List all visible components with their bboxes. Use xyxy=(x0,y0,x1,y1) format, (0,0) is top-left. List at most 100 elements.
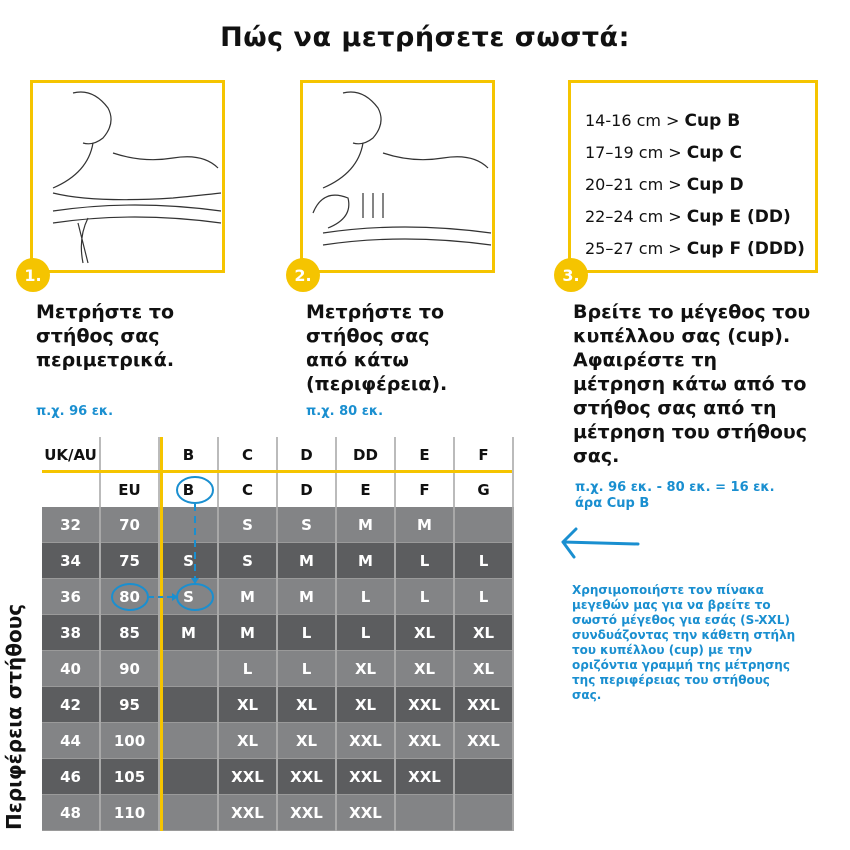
cup-size-guide: 14-16 cm > Cup B 17–19 cm > Cup C 20–21 … xyxy=(568,80,818,273)
woman-measuring-bust-icon xyxy=(52,91,222,264)
table-cell: 44 xyxy=(42,722,101,759)
cup-guide-row: 17–19 cm > Cup C xyxy=(585,143,742,163)
cup-guide-row: 22–24 cm > Cup E (DD) xyxy=(585,207,791,227)
table-cell xyxy=(159,722,219,759)
table-cell: 105 xyxy=(100,758,160,795)
header-row-uk: UK/AU B C D DD E F xyxy=(42,437,514,472)
step-3-example: π.χ. 96 εκ. - 80 εκ. = 16 εκ. άρα Cup B xyxy=(575,480,775,511)
illustration-measure-bust xyxy=(30,80,225,273)
table-cell: L xyxy=(336,614,396,651)
step-2-example: π.χ. 80 εκ. xyxy=(306,404,384,419)
header-row-eu: EU B C D E F G xyxy=(42,472,514,507)
table-cell: E xyxy=(336,472,396,507)
table-cell: XXL xyxy=(395,686,455,723)
table-cell: L xyxy=(336,578,396,615)
table-cell: 95 xyxy=(100,686,160,723)
step-2-text: Μετρήστε το στήθος σας από κάτω (περιφέρ… xyxy=(306,301,448,395)
table-cell: XL xyxy=(395,650,455,687)
table-cell: 85 xyxy=(100,614,160,651)
page-title: Πώς να μετρήσετε σωστά: xyxy=(220,22,630,53)
table-cell: 70 xyxy=(100,507,160,543)
table-cell: XXL xyxy=(454,686,514,723)
example-highlight xyxy=(111,476,214,611)
cup-guide-row: 25–27 cm > Cup F (DDD) xyxy=(585,239,805,259)
table-cell: C xyxy=(218,437,278,472)
table-cell: F xyxy=(454,437,514,472)
table-cell: M xyxy=(218,578,278,615)
instructions-note: Χρησιμοποιήστε τον πίνακα μεγεθών μας γι… xyxy=(572,583,796,702)
step-1-text: Μετρήστε το στήθος σας περιμετρικά. xyxy=(36,301,175,371)
table-cell: E xyxy=(395,437,455,472)
illustration-measure-underbust xyxy=(300,80,495,273)
column-divider xyxy=(160,437,163,831)
table-cell: 48 xyxy=(42,794,101,831)
table-cell: DD xyxy=(336,437,396,472)
arrow-left-icon xyxy=(561,527,640,559)
table-cell: XXL xyxy=(395,758,455,795)
table-cell xyxy=(159,507,219,543)
table-cell: XL xyxy=(218,686,278,723)
table-cell xyxy=(100,437,160,472)
table-row: 46 105 XXL XXL XXL XXL xyxy=(42,758,514,795)
cup-guide-row: 14-16 cm > Cup B xyxy=(585,111,741,131)
table-cell: M xyxy=(277,542,337,579)
table-cell: XL xyxy=(336,650,396,687)
table-cell: 90 xyxy=(100,650,160,687)
step-3-text: Βρείτε το μέγεθος του κυπέλλου σας (cup)… xyxy=(573,301,811,467)
header-divider xyxy=(42,470,512,473)
table-cell: M xyxy=(218,614,278,651)
woman-measuring-underbust-icon xyxy=(312,91,492,246)
table-row: 32 70 S S M M xyxy=(42,507,514,543)
table-cell: S xyxy=(218,542,278,579)
table-cell: M xyxy=(336,542,396,579)
table-cell: S xyxy=(159,542,219,579)
table-cell xyxy=(395,794,455,831)
table-row: 40 90 L L XL XL XL xyxy=(42,650,514,687)
table-cell: S xyxy=(277,507,337,543)
table-cell: L xyxy=(454,578,514,615)
table-cell: G xyxy=(454,472,514,507)
table-cell: 38 xyxy=(42,614,101,651)
table-cell: 46 xyxy=(42,758,101,795)
table-cell: XL xyxy=(454,614,514,651)
table-cell: XXL xyxy=(336,758,396,795)
table-cell: 32 xyxy=(42,507,101,543)
table-cell: M xyxy=(159,614,219,651)
table-cell xyxy=(159,794,219,831)
table-cell: 34 xyxy=(42,542,101,579)
cup-guide-row: 20–21 cm > Cup D xyxy=(585,175,744,195)
table-cell xyxy=(42,472,101,507)
step-3-badge: 3. xyxy=(554,258,588,292)
table-cell: M xyxy=(277,578,337,615)
table-cell: XXL xyxy=(277,758,337,795)
table-cell: XXL xyxy=(395,722,455,759)
table-cell: D xyxy=(277,437,337,472)
table-cell xyxy=(159,650,219,687)
table-cell: L xyxy=(218,650,278,687)
table-cell xyxy=(159,758,219,795)
table-cell xyxy=(454,758,514,795)
table-cell: S xyxy=(218,507,278,543)
table-cell: L xyxy=(277,650,337,687)
step-1-badge: 1. xyxy=(16,258,50,292)
table-cell xyxy=(159,686,219,723)
table-cell: XL xyxy=(336,686,396,723)
table-cell: XXL xyxy=(336,794,396,831)
table-cell: EU xyxy=(100,472,160,507)
table-cell: XL xyxy=(454,650,514,687)
table-cell: XL xyxy=(277,686,337,723)
table-cell: L xyxy=(395,578,455,615)
table-cell: L xyxy=(454,542,514,579)
table-cell: F xyxy=(395,472,455,507)
table-cell: 42 xyxy=(42,686,101,723)
table-cell: 36 xyxy=(42,578,101,615)
table-cell: UK/AU xyxy=(42,437,101,472)
table-row: 38 85 M M L L XL XL xyxy=(42,614,514,651)
table-cell: XXL xyxy=(218,758,278,795)
table-cell: L xyxy=(395,542,455,579)
step-2-badge: 2. xyxy=(286,258,320,292)
table-cell xyxy=(454,794,514,831)
table-cell: XXL xyxy=(277,794,337,831)
table-cell: D xyxy=(277,472,337,507)
table-cell: C xyxy=(218,472,278,507)
